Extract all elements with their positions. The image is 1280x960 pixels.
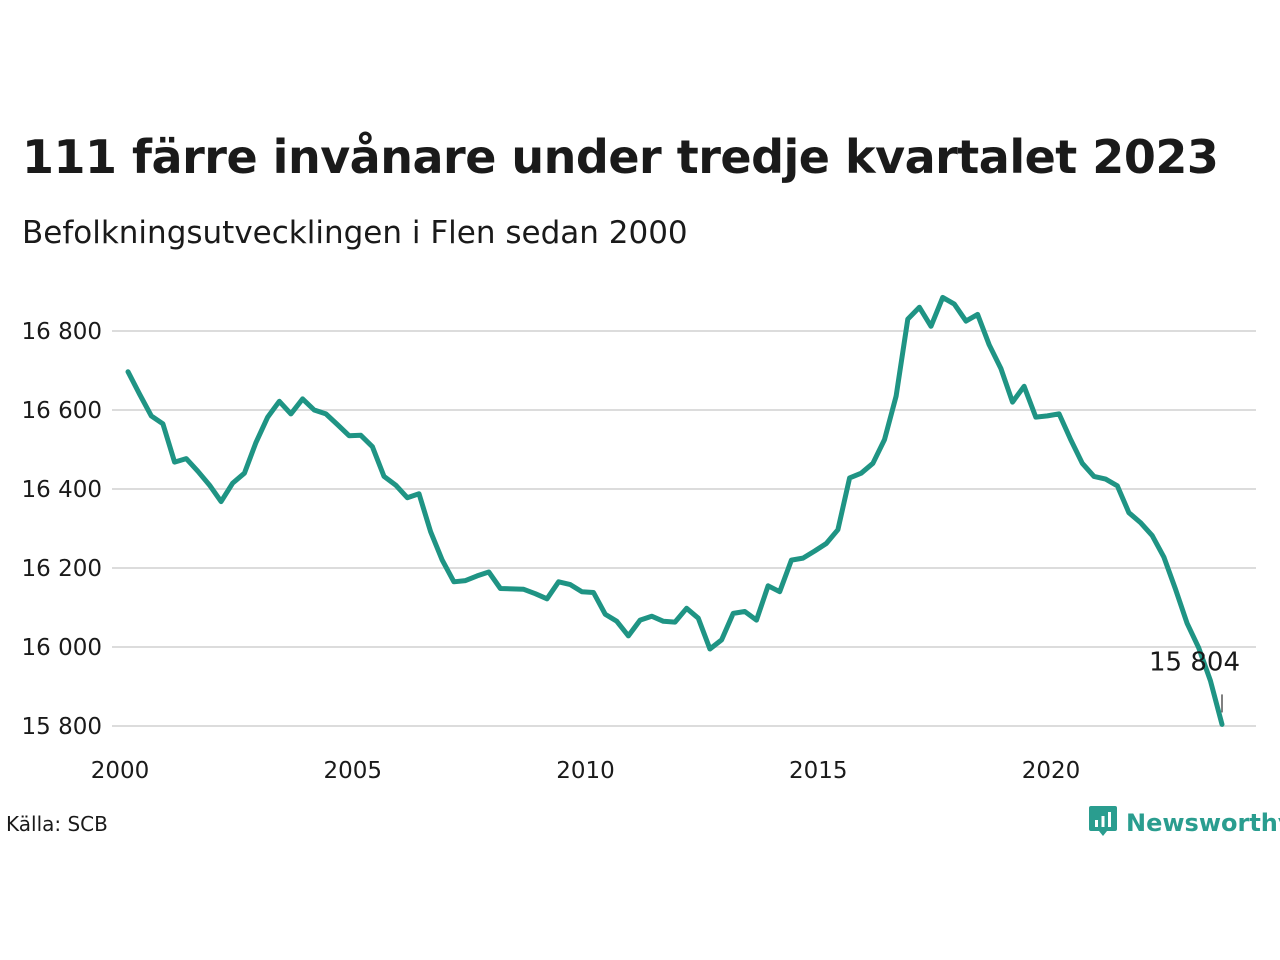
x-tick-label: 2020 <box>1022 758 1081 784</box>
newsworthy-logo-icon <box>1088 804 1118 842</box>
x-tick-label: 2000 <box>91 758 150 784</box>
series-layer <box>125 294 1225 727</box>
x-tick-label: 2010 <box>556 758 615 784</box>
y-tick-label: 16 600 <box>22 398 102 424</box>
brand-name: Newsworthy <box>1126 809 1280 837</box>
y-tick-label: 15 800 <box>22 714 102 740</box>
y-tick-label: 16 000 <box>22 635 102 661</box>
y-axis-ticks: 15 800 16 000 16 200 16 400 16 600 16 800 <box>22 319 102 740</box>
y-tick-label: 16 200 <box>22 556 102 582</box>
x-tick-label: 2005 <box>323 758 382 784</box>
end-label-layer: 15 804 <box>1149 647 1240 713</box>
gridlines <box>112 330 1256 727</box>
brand[interactable]: Newsworthy <box>1088 804 1280 842</box>
chart-subtitle: Befolkningsutvecklingen i Flen sedan 200… <box>22 215 688 251</box>
x-tick-label: 2015 <box>789 758 848 784</box>
y-tick-label: 16 800 <box>22 319 102 345</box>
y-tick-label: 16 400 <box>22 477 102 503</box>
series-line <box>125 294 1225 727</box>
chart-title: 111 färre invånare under tredje kvartale… <box>22 130 1219 184</box>
x-axis-ticks: 2000 2005 2010 2015 2020 <box>91 758 1081 784</box>
source-note: Källa: SCB <box>6 812 108 836</box>
end-value-label: 15 804 <box>1149 647 1240 677</box>
